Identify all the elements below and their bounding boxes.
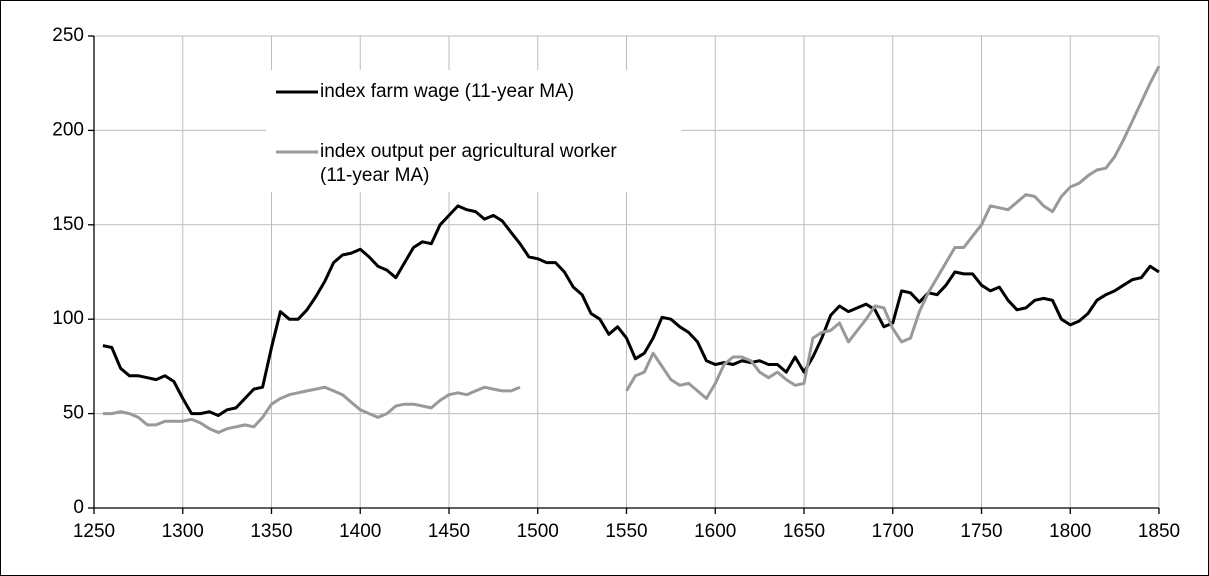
x-tick-label: 1500 [517,521,559,542]
y-tick-label: 50 [63,403,84,424]
x-tick-label: 1600 [694,521,736,542]
y-tick-label: 200 [52,119,84,140]
x-tick-label: 1550 [605,521,647,542]
x-tick-label: 1400 [339,521,381,542]
x-tick-label: 1750 [960,521,1002,542]
legend-label: index output per agricultural worker (11-… [320,141,617,186]
x-tick-label: 1300 [162,521,204,542]
x-tick-label: 1450 [428,521,470,542]
x-tick-label: 1350 [250,521,292,542]
legend: index farm wage (11-year MA) index output… [266,70,681,192]
x-tick-label: 1850 [1138,521,1180,542]
x-tick-label: 1650 [783,521,825,542]
x-tick-label: 1250 [73,521,115,542]
y-tick-label: 250 [52,25,84,46]
x-tick-label: 1800 [1049,521,1091,542]
series-line [102,65,1161,434]
y-tick-label: 100 [52,308,84,329]
y-tick-label: 0 [73,497,84,518]
legend-box [266,70,681,192]
x-tick-label: 1700 [872,521,914,542]
legend-label: index farm wage (11-year MA) [320,81,574,102]
series-line [102,204,1160,417]
y-tick-label: 150 [52,214,84,235]
